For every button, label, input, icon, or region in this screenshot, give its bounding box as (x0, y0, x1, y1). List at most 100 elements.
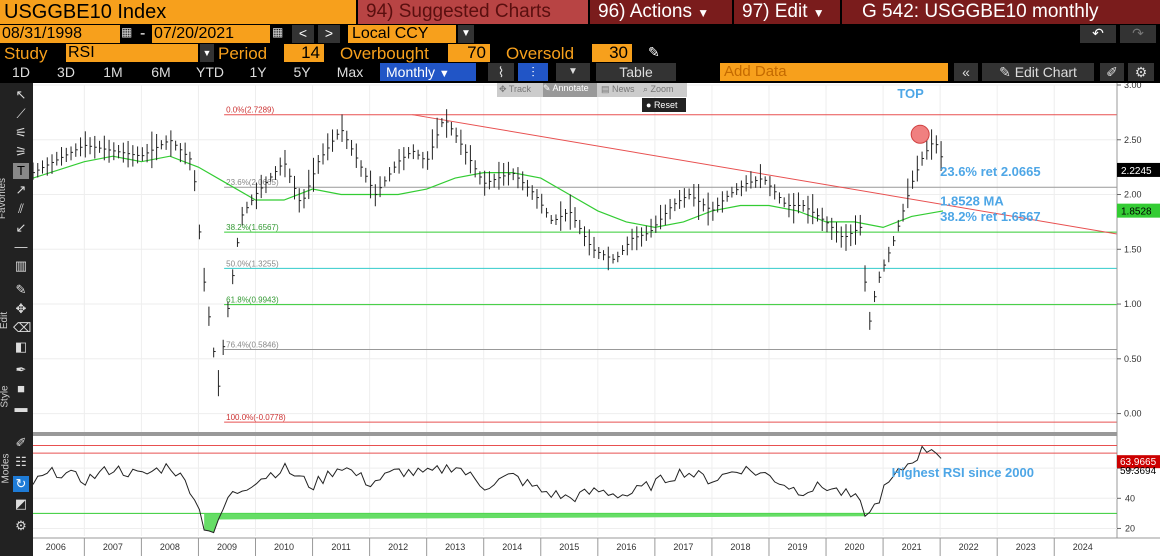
annotation-fib-382: 38.2% ret 1.6567 (940, 209, 1040, 224)
band-icon[interactable]: ▥ (14, 258, 28, 273)
calendar-icon[interactable]: ▦ (272, 25, 284, 39)
annotation-fib-236: 23.6% ret 2.0665 (940, 164, 1040, 179)
draw-icon[interactable]: ✐ (1100, 63, 1124, 81)
trendline[interactable] (412, 114, 1118, 235)
track-button[interactable]: ✥ Track (499, 84, 532, 94)
previous-button[interactable]: < (292, 25, 314, 43)
y-tick-label: 1.00 (1124, 299, 1142, 309)
security-input[interactable]: USGGBE10 Index (0, 0, 356, 24)
favorites-label: Favorites (0, 177, 9, 220)
cursor-icon[interactable]: ↖ (15, 87, 27, 102)
calendar-icon[interactable]: ▦ (121, 25, 133, 39)
gear-icon[interactable]: ⚙ (1128, 63, 1154, 81)
x-tick-label: 2012 (388, 542, 408, 552)
stroke-icon[interactable]: ▬ (14, 400, 28, 415)
range-1d[interactable]: 1D (12, 64, 30, 80)
text-icon[interactable]: T (13, 163, 29, 179)
marker-icon[interactable]: ◧ (14, 339, 28, 354)
price-chart[interactable]: 0.0%(2.7289) 23.6%(2.0665) 38.2%(1.6567) 50… (33, 83, 1160, 556)
collapse-icon[interactable]: « (954, 63, 978, 81)
horizontal-line-icon[interactable]: — (14, 239, 28, 254)
range-6m[interactable]: 6M (151, 64, 171, 80)
x-tick-label: 2009 (217, 542, 237, 552)
fill-icon[interactable]: ■ (17, 381, 25, 396)
range-1m[interactable]: 1M (103, 64, 123, 80)
frequency-select[interactable]: Monthly ▼ (380, 63, 476, 81)
period-input[interactable]: 14 (284, 44, 324, 62)
gear-icon[interactable]: ⚙ (15, 518, 27, 533)
chevron-down-icon: ▼ (697, 6, 710, 20)
fib-label: 38.2%(1.6567) (226, 223, 279, 232)
brush-icon[interactable]: ✒ (15, 362, 27, 377)
moving-average-line (33, 155, 944, 229)
chevron-down-icon[interactable]: ▼ (458, 25, 474, 43)
main-grid (33, 84, 1117, 536)
channel-icon[interactable]: ⫽ (18, 201, 24, 216)
line-chart-icon[interactable]: ⌇ (488, 63, 514, 81)
table-button[interactable]: Table (596, 63, 676, 81)
range-5y[interactable]: 5Y (293, 64, 311, 80)
start-date-input[interactable]: 08/31/1998 (0, 25, 120, 43)
range-3d[interactable]: 3D (57, 64, 75, 80)
chevron-down-icon[interactable]: ▼ (556, 63, 590, 81)
range-ytd[interactable]: YTD (196, 64, 224, 80)
annotate-button[interactable]: ✎ Annotate (543, 83, 597, 97)
x-tick-label: 2006 (46, 542, 66, 552)
actions-menu[interactable]: 96) Actions ▼ (590, 0, 732, 24)
mode-stats-icon[interactable]: ☷ (15, 454, 27, 469)
chevron-down-icon[interactable]: ▼ (200, 44, 214, 62)
y-axis-panel (1117, 83, 1160, 556)
next-button[interactable]: > (318, 25, 340, 43)
fib-label: 23.6%(2.0665) (226, 178, 279, 187)
fib-levels: 0.0%(2.7289) 23.6%(2.0665) 38.2%(1.6567) 50… (224, 106, 1117, 423)
drawing-toolbar: ↖ ⟋ ⚟ ⚞ T ↗ ⫽ ↙ — ▥ ✎ ✥ ⌫ ◧ ✒ ■ ▬ ✐ ☷ ↻ … (0, 83, 33, 556)
erase-icon[interactable]: ⌫ (13, 320, 32, 335)
annotate-label: Annotate (552, 83, 589, 93)
x-axis-panel (33, 538, 1160, 556)
mode-draw-icon[interactable]: ✐ (15, 435, 27, 450)
annotation-ma: 1.8528 MA (940, 193, 1004, 208)
reset-button[interactable]: ● Reset (642, 98, 686, 112)
edit-chart-label: Edit Chart (1014, 64, 1077, 80)
pen-icon[interactable]: ✎ (15, 282, 27, 297)
move-icon[interactable]: ✥ (15, 301, 27, 316)
add-data-input[interactable]: Add Data (720, 63, 948, 81)
mode-style-icon[interactable]: ◩ (14, 496, 28, 511)
rsi-badge (1117, 455, 1160, 469)
redo-button[interactable]: ↷ (1120, 25, 1156, 43)
rsi-badge-label: 63.9665 (1120, 457, 1157, 468)
frequency-label: Monthly (386, 64, 436, 80)
fibonacci-fan-icon[interactable]: ⚞ (15, 144, 27, 159)
mode-cycle-icon[interactable]: ↻ (13, 476, 29, 492)
pencil-icon[interactable]: ✎ (648, 44, 660, 60)
zoom-button[interactable]: ⌕ Zoom (643, 84, 674, 94)
fib-label: 76.4%(0.5846) (226, 341, 279, 350)
y-tick-label: 2.50 (1124, 135, 1142, 145)
study-label: Study (4, 44, 48, 63)
modes-side-label: Modes (0, 453, 12, 484)
rsi-tick-label: 20 (1125, 523, 1135, 533)
range-1y[interactable]: 1Y (249, 64, 267, 80)
bar-chart-icon[interactable]: ⫶ (518, 63, 548, 81)
suggested-charts-button[interactable]: 94) Suggested Charts (358, 0, 588, 24)
edit-menu[interactable]: 97) Edit ▼ (734, 0, 840, 24)
pointer-icon[interactable]: ↙ (15, 220, 27, 235)
last-price-badge (1117, 162, 1160, 177)
undo-button[interactable]: ↶ (1080, 25, 1116, 43)
line-tool-icon[interactable]: ⟋ (16, 106, 26, 121)
x-tick-label: 2021 (902, 542, 922, 552)
x-tick-label: 2018 (730, 542, 750, 552)
range-max[interactable]: Max (336, 64, 364, 80)
overbought-label: Overbought (340, 44, 429, 63)
currency-select[interactable]: Local CCY (348, 25, 456, 43)
end-date-input[interactable]: 07/20/2021 (152, 25, 270, 43)
oversold-input[interactable]: 30 (592, 44, 632, 62)
fibonacci-icon[interactable]: ⚟ (15, 125, 27, 140)
news-button[interactable]: ▤ News (601, 84, 635, 94)
arrow-icon[interactable]: ↗ (15, 182, 27, 197)
study-select[interactable]: RSI (66, 44, 198, 62)
overbought-input[interactable]: 70 (448, 44, 490, 62)
panel-divider[interactable] (33, 432, 1117, 436)
date-bar: 08/31/1998 ▦ - 07/20/2021 ▦ < > Local CC… (0, 24, 1160, 44)
edit-chart-button[interactable]: ✎ Edit Chart (982, 63, 1094, 81)
